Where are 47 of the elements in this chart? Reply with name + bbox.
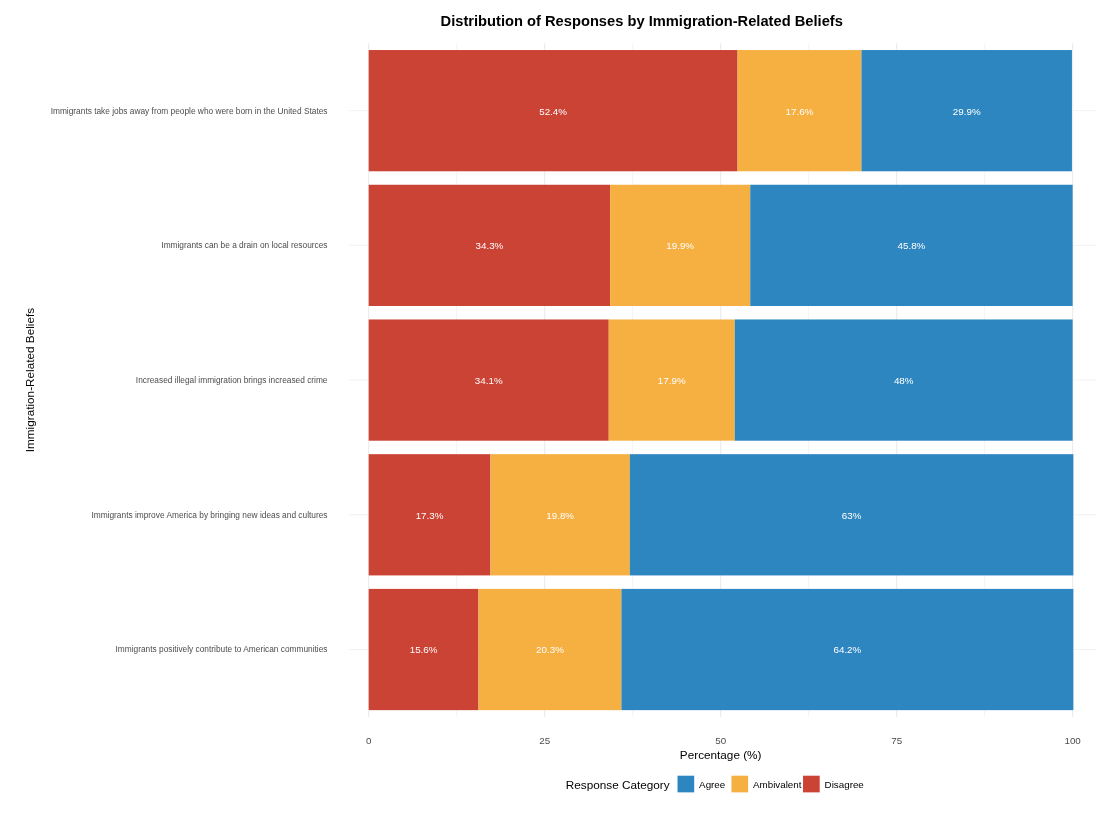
legend-title: Response Category: [565, 778, 670, 792]
bar: [368, 184, 611, 306]
legend-label: Agree: [699, 779, 726, 791]
bar: [629, 454, 1074, 576]
chart-title: Distribution of Responses by Immigration-Related Beliefs: [440, 12, 843, 29]
y-tick-label: Immigrants positively contribute to American communities: [115, 644, 328, 655]
bar: [368, 319, 609, 441]
data-label: 15.6%: [409, 644, 438, 656]
bar: [608, 319, 735, 441]
data-label: 48%: [893, 375, 914, 387]
bar: [737, 50, 862, 172]
data-label: 19.8%: [546, 509, 575, 521]
y-tick-label: Immigrants take jobs away from people who were born in the United States: [50, 105, 328, 116]
y-tick-label: Immigrants can be a drain on local resources: [161, 240, 328, 251]
data-label: 19.9%: [666, 240, 695, 252]
data-label: 17.9%: [657, 375, 686, 387]
data-label: 34.1%: [474, 375, 503, 387]
bar: [368, 50, 738, 172]
data-label: 29.9%: [952, 105, 981, 117]
data-label: 17.3%: [415, 509, 444, 521]
bar: [368, 588, 479, 711]
x-tick-label: 25: [539, 735, 551, 747]
x-tick-label: 100: [1064, 735, 1082, 747]
data-label: 64.2%: [833, 644, 862, 656]
data-label: 34.3%: [475, 240, 504, 252]
x-axis-title: Percentage (%): [679, 748, 762, 762]
y-tick-label: Immigrants improve America by bringing new ideas and cultures: [91, 509, 328, 520]
bar: [368, 454, 491, 576]
bar: [621, 588, 1074, 711]
y-tick-label: Increased illegal immigration brings increased crime: [135, 375, 328, 386]
x-tick-label: 50: [715, 735, 727, 747]
bar: [478, 588, 622, 711]
legend-label: Ambivalent: [753, 779, 802, 791]
data-label: 17.6%: [785, 105, 814, 117]
legend-label: Disagree: [824, 779, 865, 791]
data-label: 45.8%: [897, 240, 926, 252]
bar: [610, 184, 751, 306]
y-axis-title: Immigration-Related Beliefs: [23, 307, 37, 453]
data-label: 63%: [841, 509, 862, 521]
data-label: 20.3%: [536, 644, 565, 656]
x-tick-label: 0: [365, 735, 372, 747]
bar: [750, 184, 1073, 306]
bar: [734, 319, 1073, 441]
bar: [861, 50, 1072, 172]
x-tick-label: 75: [891, 735, 903, 747]
bar: [490, 454, 630, 576]
data-label: 52.4%: [539, 105, 568, 117]
